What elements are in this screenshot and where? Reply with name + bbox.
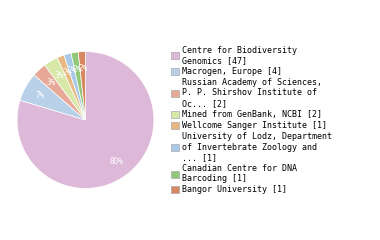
Wedge shape: [34, 65, 86, 120]
Wedge shape: [57, 55, 86, 120]
Wedge shape: [17, 52, 154, 188]
Wedge shape: [20, 75, 86, 120]
Text: 2%: 2%: [67, 66, 77, 75]
Legend: Centre for Biodiversity
Genomics [47], Macrogen, Europe [4], Russian Academy of : Centre for Biodiversity Genomics [47], M…: [171, 46, 332, 194]
Text: 3%: 3%: [55, 71, 64, 80]
Text: 2%: 2%: [73, 65, 82, 74]
Text: 7%: 7%: [36, 91, 45, 100]
Wedge shape: [71, 52, 86, 120]
Text: 3%: 3%: [46, 78, 55, 87]
Text: 2%: 2%: [62, 68, 71, 77]
Wedge shape: [45, 58, 86, 120]
Text: 2%: 2%: [78, 64, 87, 73]
Text: 80%: 80%: [109, 157, 123, 166]
Wedge shape: [78, 52, 86, 120]
Wedge shape: [64, 53, 86, 120]
